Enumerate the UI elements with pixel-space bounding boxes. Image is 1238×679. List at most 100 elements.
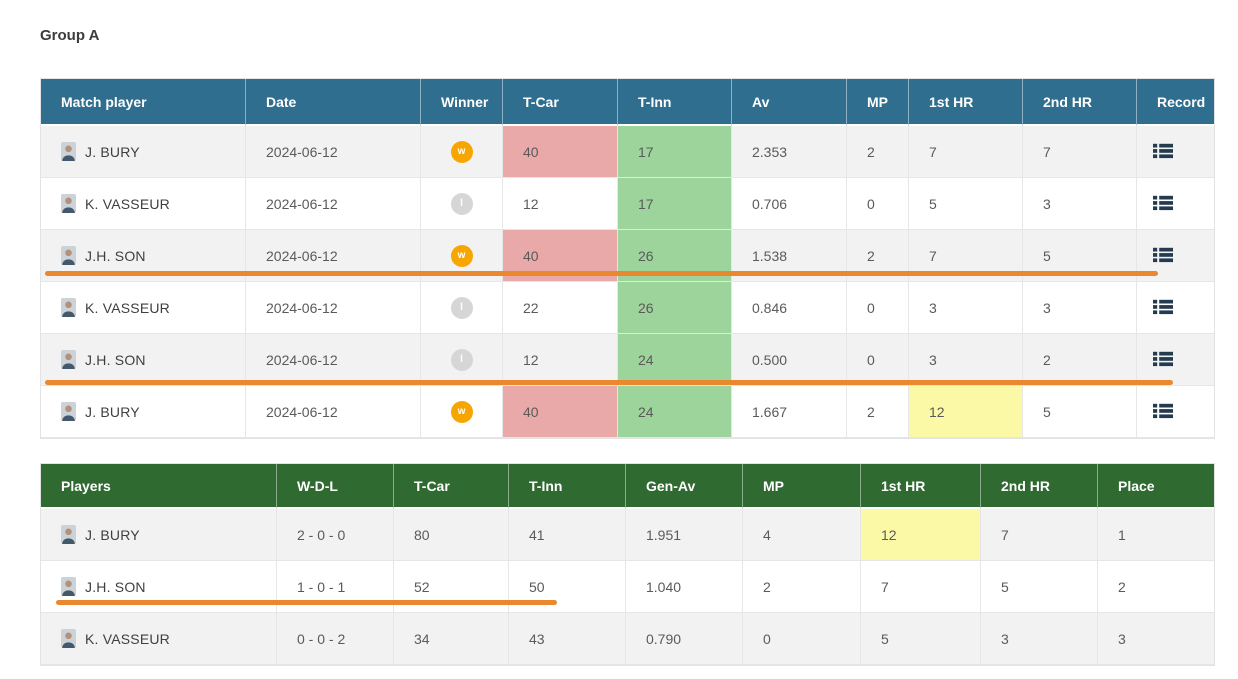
date-cell: 2024-06-12 xyxy=(246,386,421,438)
date-cell: 2024-06-12 xyxy=(246,126,421,178)
place-cell: 1 xyxy=(1098,509,1214,561)
mp-cell: 0 xyxy=(847,282,909,334)
gen-av-cell: 1.040 xyxy=(626,561,743,613)
av-cell: 0.500 xyxy=(732,334,847,386)
t-car-cell: 80 xyxy=(394,509,509,561)
t-car-cell: 40 xyxy=(503,386,618,438)
player-name-cell[interactable]: J.H. SON xyxy=(41,334,246,386)
loss-badge: L xyxy=(450,192,473,215)
record-list-icon[interactable] xyxy=(1151,349,1175,369)
player-name: J. BURY xyxy=(85,144,140,160)
winner-cell: L xyxy=(421,334,503,386)
record-cell xyxy=(1137,178,1214,230)
mp-cell: 0 xyxy=(743,613,861,665)
1st-hr-cell: 12 xyxy=(861,509,981,561)
t-inn-cell: 24 xyxy=(618,334,732,386)
1st-hr-cell: 5 xyxy=(909,178,1023,230)
record-cell xyxy=(1137,230,1214,282)
2nd-hr-cell: 5 xyxy=(1023,230,1137,282)
place-cell: 2 xyxy=(1098,561,1214,613)
col-players: Players xyxy=(41,464,277,509)
player-name: K. VASSEUR xyxy=(85,300,170,316)
record-cell xyxy=(1137,334,1214,386)
2nd-hr-cell: 7 xyxy=(1023,126,1137,178)
col-t-inn: T-Inn xyxy=(509,464,626,509)
player-avatar xyxy=(61,577,76,596)
player-avatar xyxy=(61,194,76,213)
av-cell: 2.353 xyxy=(732,126,847,178)
t-inn-cell: 26 xyxy=(618,282,732,334)
1st-hr-cell: 3 xyxy=(909,282,1023,334)
col-match-player: Match player xyxy=(41,79,246,126)
t-car-cell: 22 xyxy=(503,282,618,334)
place-cell: 3 xyxy=(1098,613,1214,665)
winner-cell: W xyxy=(421,126,503,178)
2nd-hr-cell: 3 xyxy=(1023,178,1137,230)
av-cell: 1.667 xyxy=(732,386,847,438)
mp-cell: 2 xyxy=(847,386,909,438)
t-inn-cell: 43 xyxy=(509,613,626,665)
col-winner: Winner xyxy=(421,79,503,126)
date-cell: 2024-06-12 xyxy=(246,230,421,282)
t-car-cell: 12 xyxy=(503,178,618,230)
player-name-cell[interactable]: J.H. SON xyxy=(41,561,277,613)
match-table-header: Match player Date Winner T-Car T-Inn Av … xyxy=(41,79,1214,126)
mp-cell: 0 xyxy=(847,334,909,386)
standings-table-row: J.H. SON 1 - 0 - 1 52 50 1.040 2 7 5 2 xyxy=(41,561,1214,613)
record-list-icon[interactable] xyxy=(1151,245,1175,265)
gen-av-cell: 0.790 xyxy=(626,613,743,665)
player-name-cell[interactable]: K. VASSEUR xyxy=(41,178,246,230)
2nd-hr-cell: 3 xyxy=(981,613,1098,665)
player-name-cell[interactable]: J.H. SON xyxy=(41,230,246,282)
record-list-icon[interactable] xyxy=(1151,297,1175,317)
col-2nd-hr: 2nd HR xyxy=(1023,79,1137,126)
col-t-car: T-Car xyxy=(503,79,618,126)
standings-table-row: K. VASSEUR 0 - 0 - 2 34 43 0.790 0 5 3 3 xyxy=(41,613,1214,665)
winner-badge: W xyxy=(450,400,473,423)
record-list-icon[interactable] xyxy=(1151,401,1175,421)
record-list-icon[interactable] xyxy=(1151,141,1175,161)
winner-cell: W xyxy=(421,230,503,282)
mp-cell: 2 xyxy=(743,561,861,613)
player-name-cell[interactable]: K. VASSEUR xyxy=(41,282,246,334)
player-avatar xyxy=(61,402,76,421)
1st-hr-cell: 7 xyxy=(861,561,981,613)
player-name: K. VASSEUR xyxy=(85,196,170,212)
player-name-cell[interactable]: J. BURY xyxy=(41,126,246,178)
date-cell: 2024-06-12 xyxy=(246,178,421,230)
player-name-cell[interactable]: J. BURY xyxy=(41,509,277,561)
mp-cell: 4 xyxy=(743,509,861,561)
t-inn-cell: 24 xyxy=(618,386,732,438)
2nd-hr-cell: 2 xyxy=(1023,334,1137,386)
winner-badge: W xyxy=(450,140,473,163)
player-name-cell[interactable]: K. VASSEUR xyxy=(41,613,277,665)
col-wdl: W-D-L xyxy=(277,464,394,509)
player-avatar xyxy=(61,629,76,648)
t-inn-cell: 17 xyxy=(618,126,732,178)
1st-hr-cell: 12 xyxy=(909,386,1023,438)
1st-hr-cell: 7 xyxy=(909,126,1023,178)
t-inn-cell: 41 xyxy=(509,509,626,561)
standings-table-row: J. BURY 2 - 0 - 0 80 41 1.951 4 12 7 1 xyxy=(41,509,1214,561)
mp-cell: 2 xyxy=(847,126,909,178)
col-date: Date xyxy=(246,79,421,126)
2nd-hr-cell: 3 xyxy=(1023,282,1137,334)
av-cell: 0.846 xyxy=(732,282,847,334)
winner-cell: L xyxy=(421,282,503,334)
2nd-hr-cell: 5 xyxy=(981,561,1098,613)
record-list-icon[interactable] xyxy=(1151,193,1175,213)
group-standings-table: Players W-D-L T-Car T-Inn Gen-Av MP 1st … xyxy=(40,463,1215,666)
loss-badge: L xyxy=(450,296,473,319)
t-inn-cell: 17 xyxy=(618,178,732,230)
date-cell: 2024-06-12 xyxy=(246,334,421,386)
player-name-cell[interactable]: J. BURY xyxy=(41,386,246,438)
col-1st-hr: 1st HR xyxy=(909,79,1023,126)
match-table-row: J. BURY 2024-06-12 W 40 24 1.667 2 12 5 xyxy=(41,386,1214,438)
t-inn-cell: 50 xyxy=(509,561,626,613)
player-avatar xyxy=(61,298,76,317)
match-table-row: J.H. SON 2024-06-12 W 40 26 1.538 2 7 5 xyxy=(41,230,1214,282)
col-2nd-hr: 2nd HR xyxy=(981,464,1098,509)
col-mp: MP xyxy=(743,464,861,509)
mp-cell: 2 xyxy=(847,230,909,282)
